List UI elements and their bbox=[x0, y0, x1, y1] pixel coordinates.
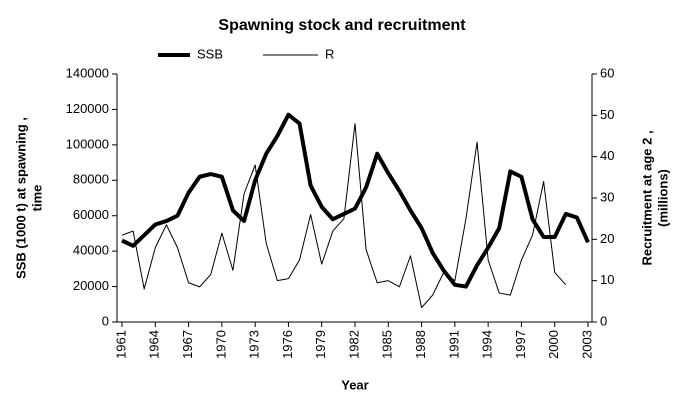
y-tick-label: 20000 bbox=[73, 278, 109, 293]
series-line bbox=[121, 112, 590, 289]
x-tick-label: 2003 bbox=[579, 330, 594, 359]
y-axis-label: SSB (1000 t) at spawning , bbox=[13, 117, 28, 279]
y-tick-label: 60000 bbox=[73, 207, 109, 222]
x-tick-label: 1976 bbox=[280, 330, 295, 359]
y2-axis-label: Recruitment at age 2 , bbox=[639, 130, 654, 265]
y2-axis-label: (millions) bbox=[655, 169, 670, 227]
y-tick-label: 120000 bbox=[66, 101, 109, 116]
x-tick-label: 1982 bbox=[346, 330, 361, 359]
x-tick-label: 1997 bbox=[513, 330, 528, 359]
x-tick-label: 1994 bbox=[480, 330, 495, 359]
x-tick-label: 1973 bbox=[247, 330, 262, 359]
y2-tick-label: 60 bbox=[600, 65, 614, 80]
legend-label: SSB bbox=[197, 46, 223, 61]
legend-label: R bbox=[325, 46, 334, 61]
x-axis-label: Year bbox=[341, 377, 368, 392]
x-tick-label: 1988 bbox=[413, 330, 428, 359]
y-tick-label: 80000 bbox=[73, 172, 109, 187]
y-tick-label: 140000 bbox=[66, 65, 109, 80]
x-tick-label: 1961 bbox=[113, 330, 128, 359]
y-tick-label: 40000 bbox=[73, 243, 109, 258]
x-tick-label: 1985 bbox=[380, 330, 395, 359]
x-tick-label: 1991 bbox=[446, 330, 461, 359]
y2-tick-label: 30 bbox=[600, 189, 614, 204]
chart-title: Spawning stock and recruitment bbox=[218, 17, 466, 34]
y2-tick-label: 0 bbox=[600, 313, 607, 328]
x-tick-label: 2000 bbox=[546, 330, 561, 359]
y-tick-label: 0 bbox=[102, 313, 109, 328]
y2-tick-label: 20 bbox=[600, 231, 614, 246]
x-tick-label: 1964 bbox=[147, 330, 162, 359]
y2-tick-label: 40 bbox=[600, 148, 614, 163]
x-tick-label: 1979 bbox=[313, 330, 328, 359]
y2-tick-label: 50 bbox=[600, 107, 614, 122]
x-tick-label: 1970 bbox=[213, 330, 228, 359]
x-tick-label: 1967 bbox=[180, 330, 195, 359]
series-line bbox=[121, 123, 567, 309]
y-tick-label: 100000 bbox=[66, 136, 109, 151]
y-axis-label: time bbox=[29, 185, 44, 212]
y2-tick-label: 10 bbox=[600, 272, 614, 287]
